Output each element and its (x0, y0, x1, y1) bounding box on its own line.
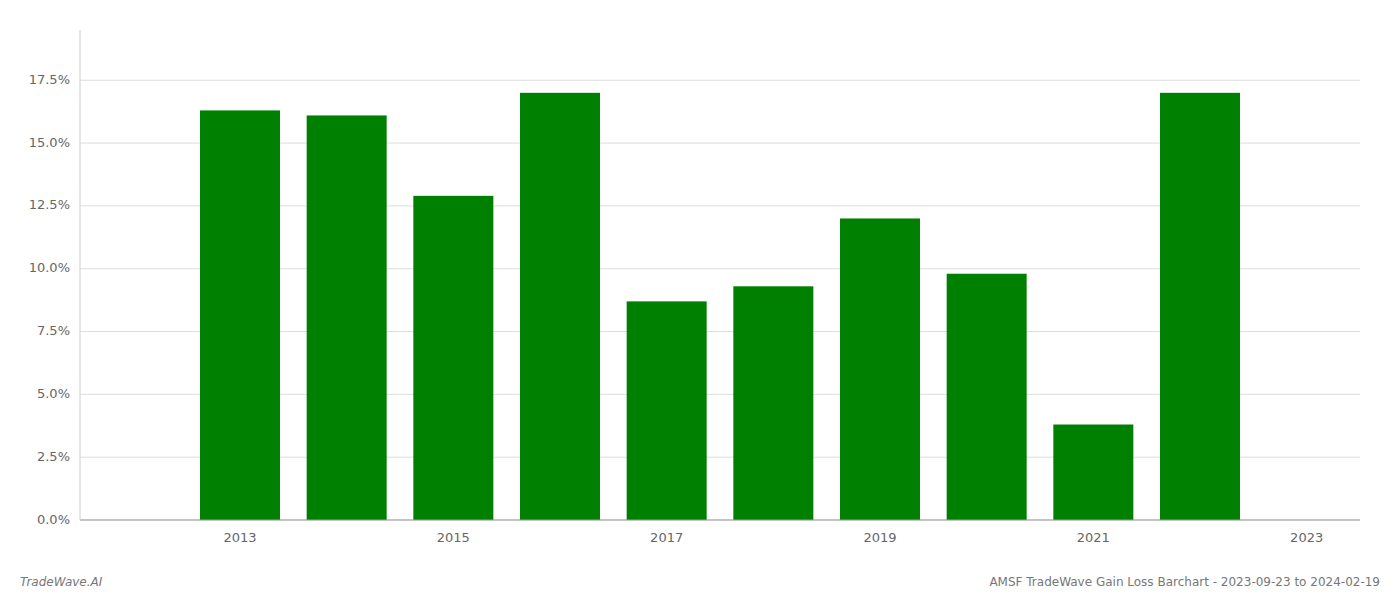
x-axis-line (80, 520, 1360, 521)
y-axis: 0.0% 2.5% 5.0% 7.5% 10.0% 12.5% 15.0% 17.5% (29, 72, 70, 527)
grid-line (80, 520, 1360, 521)
x-tick-label: 2015 (437, 530, 470, 545)
x-tick-label: 2017 (650, 530, 683, 545)
bar (733, 286, 813, 520)
y-tick-label: 15.0% (29, 135, 70, 150)
x-axis: 2013 2015 2017 2019 2021 2023 (223, 530, 1323, 545)
y-tick-label: 10.0% (29, 260, 70, 275)
y-tick-label: 17.5% (29, 72, 70, 87)
bar (840, 218, 920, 520)
bar (1160, 93, 1240, 520)
bars (200, 93, 1240, 520)
y-tick-label: 2.5% (37, 449, 70, 464)
grid-line (80, 80, 1360, 81)
chart-container: 0.0% 2.5% 5.0% 7.5% 10.0% 12.5% 15.0% 17.5% 2013… (0, 0, 1400, 600)
bar (947, 274, 1027, 520)
bar (520, 93, 600, 520)
y-tick-label: 5.0% (37, 386, 70, 401)
bar (200, 110, 280, 520)
bar (1053, 425, 1133, 520)
x-tick-label: 2021 (1077, 530, 1110, 545)
grid (80, 80, 1360, 520)
y-tick-label: 7.5% (37, 323, 70, 338)
x-tick-label: 2019 (863, 530, 896, 545)
bar (627, 301, 707, 520)
x-tick-label: 2023 (1290, 530, 1323, 545)
y-axis-line (80, 30, 81, 520)
bar (307, 115, 387, 520)
chart-svg: 0.0% 2.5% 5.0% 7.5% 10.0% 12.5% 15.0% 17.5% 2013… (0, 0, 1400, 600)
y-tick-label: 0.0% (37, 512, 70, 527)
x-tick-label: 2013 (223, 530, 256, 545)
bar (413, 196, 493, 520)
y-tick-label: 12.5% (29, 197, 70, 212)
footer-right: AMSF TradeWave Gain Loss Barchart - 2023… (989, 575, 1380, 589)
footer-left: TradeWave.AI (20, 575, 103, 589)
